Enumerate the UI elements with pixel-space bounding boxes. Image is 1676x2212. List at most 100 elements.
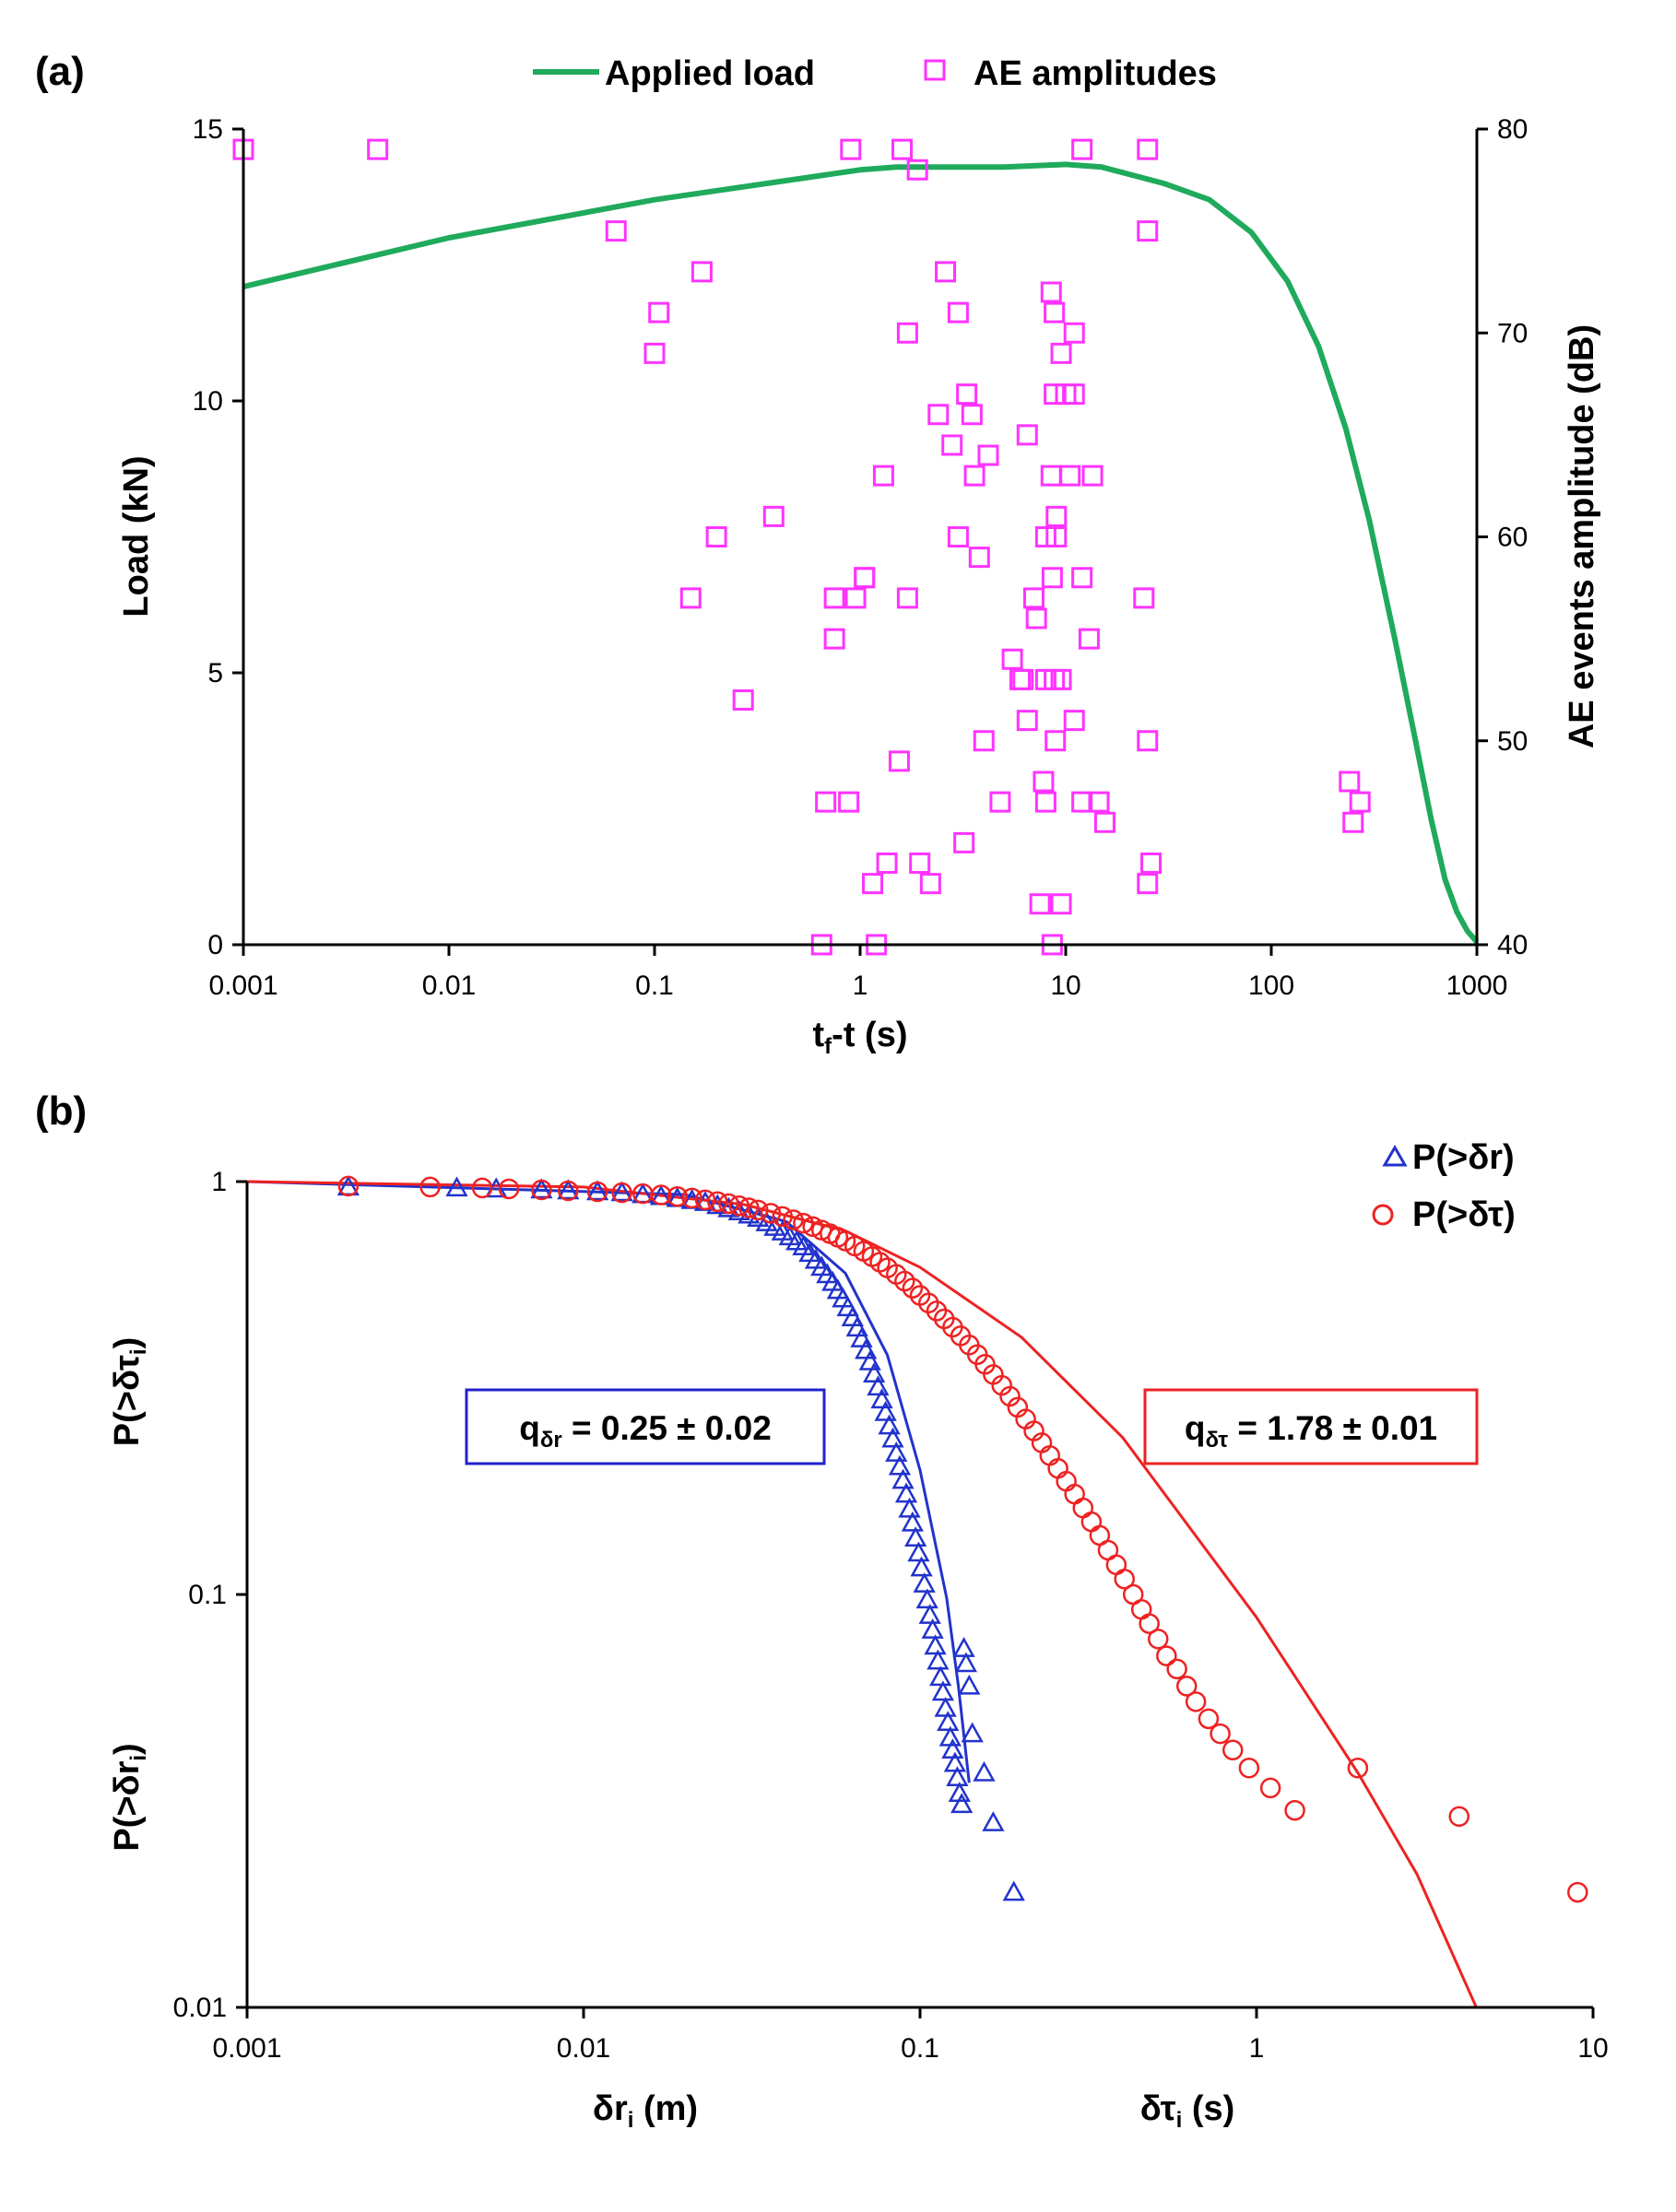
p-dtau-point [1238,1758,1260,1779]
p-dr-point [530,1178,553,1199]
ae-amplitude-point [1140,853,1163,874]
y-tick-label: 0 [207,930,223,960]
p-dr-point [850,1327,873,1347]
ae-amplitude-point [1063,322,1085,344]
ae-amplitude-point [762,505,785,527]
ae-amplitude-point [973,730,995,752]
p-dr-point [885,1441,908,1462]
p-dtau-point [1130,1598,1152,1620]
ae-amplitude-point [1001,648,1023,670]
p-dtau-point [1139,1613,1160,1634]
p-dtau-point [1259,1777,1281,1799]
y2-tick-label: 80 [1497,114,1528,145]
ae-amplitude-point [1050,893,1072,915]
ae-amplitude-point [956,383,978,406]
ae-amplitude-point [838,791,860,813]
legend-label-ae-amplitudes: AE amplitudes [974,54,1217,93]
ae-amplitude-point [1063,710,1085,732]
p-dr-point [973,1760,996,1782]
panel-a-label: (a) [35,49,85,94]
ae-amplitude-point [1137,873,1159,895]
ae-amplitude-point [1050,342,1072,364]
x-tick-label: 0.001 [212,2033,281,2064]
ae-amplitude-point [1071,138,1093,160]
ae-amplitude-point [1071,567,1093,589]
x-tick-label: 1 [1249,2033,1265,2064]
p-dr-point [874,1400,897,1421]
ae-amplitude-point [919,873,941,895]
p-dtau-point [1148,1629,1169,1650]
ae-amplitude-point [1040,465,1062,487]
p-dr-point [934,1696,957,1717]
p-dtau-point [1185,1691,1207,1712]
p-dtau-point [1166,1658,1187,1680]
ae-amplitude-point [896,587,918,609]
p-dr-point [870,1388,893,1409]
ae-amplitude-point [1063,383,1085,406]
p-dr-point [931,1680,955,1701]
ae-amplitude-point [963,465,986,487]
annotation-q-dr: qδr = 0.25 ± 0.02 [465,1388,826,1465]
ae-amplitude-point [854,567,876,589]
panel-b-ylabel-top: P(>δτi) [108,1337,151,1446]
p-dr-point [445,1176,468,1197]
ae-amplitude-point [1137,138,1159,160]
p-dr-point [585,1180,609,1201]
ae-amplitude-point [872,465,894,487]
p-dtau-point [419,1176,441,1198]
y-tick-label: 15 [193,114,223,145]
panel-b-xlabel-left: δri (m) [593,2089,698,2133]
panel-a: (a) Applied load AE amplitudes 0.001 0.01… [35,49,1601,1059]
p-dtau-point [1105,1554,1127,1576]
applied-load-line [242,161,1480,944]
y-tick-label: 0.01 [173,1993,227,2023]
p-dtau-point [793,1212,814,1234]
p-dtau-point [1156,1645,1177,1666]
p-dtau-point [760,1203,782,1224]
ae-amplitude-point [1041,567,1063,589]
p-dr-point [1002,1880,1025,1901]
y2-tick-label: 60 [1497,523,1528,553]
p-dtau-point [498,1178,520,1200]
panel-b: (b) P(>δr) P(>δτ) 0.001 0.01 0.1 1 10 0.01 0.1… [35,1088,1609,2133]
ae-amplitude-point [1137,730,1159,752]
p-dtau-point [586,1181,608,1203]
p-dtau-point [748,1199,769,1221]
ae-amplitude-point [844,587,867,609]
ae-amplitude-point [906,159,928,181]
panel-b-legend: P(>δr) P(>δτ) [1372,1138,1516,1234]
ae-amplitude-point [947,301,969,324]
p-dr-point [878,1414,901,1435]
p-dtau-point [902,1277,924,1299]
ae-amplitude-point [1059,465,1081,487]
ae-amplitude-point [977,444,999,466]
p-dtau-point [706,1191,728,1213]
ae-amplitude-point [1137,220,1159,242]
ae-amplitude-point [854,567,876,589]
ae-amplitude-point [876,853,898,874]
p-dtau-point [681,1187,702,1209]
x-tick-label: 10 [1050,971,1080,1001]
panel-b-fit-lines [246,1180,1478,2008]
ae-amplitude-point [679,587,702,609]
p-dtau-point [1064,1483,1085,1505]
p-dr-point [913,1572,936,1593]
annotation-q-dr-text: qδr = 0.25 ± 0.02 [519,1409,772,1453]
ae-amplitude-point [815,791,837,813]
x-tick-label: 0.01 [557,2033,610,2064]
ae-amplitude-point [1016,710,1038,732]
p-dr-point [929,1665,952,1687]
x-tick-label: 10 [1577,2033,1608,2064]
ae-amplitude-point [941,434,963,456]
ae-amplitude-point [888,750,910,772]
p-dtau-point [1284,1799,1305,1821]
ae-amplitude-point [1033,771,1055,793]
legend-swatch-p-dtau [1372,1204,1394,1226]
p-dr-point [938,1725,962,1747]
ae-amplitude-point [968,547,990,569]
p-dr-point [950,1793,974,1814]
annotation-q-dr-box [465,1388,826,1465]
ae-amplitude-point [1016,424,1038,446]
p-dtau-point [667,1185,688,1207]
ae-amplitude-point [367,138,389,160]
